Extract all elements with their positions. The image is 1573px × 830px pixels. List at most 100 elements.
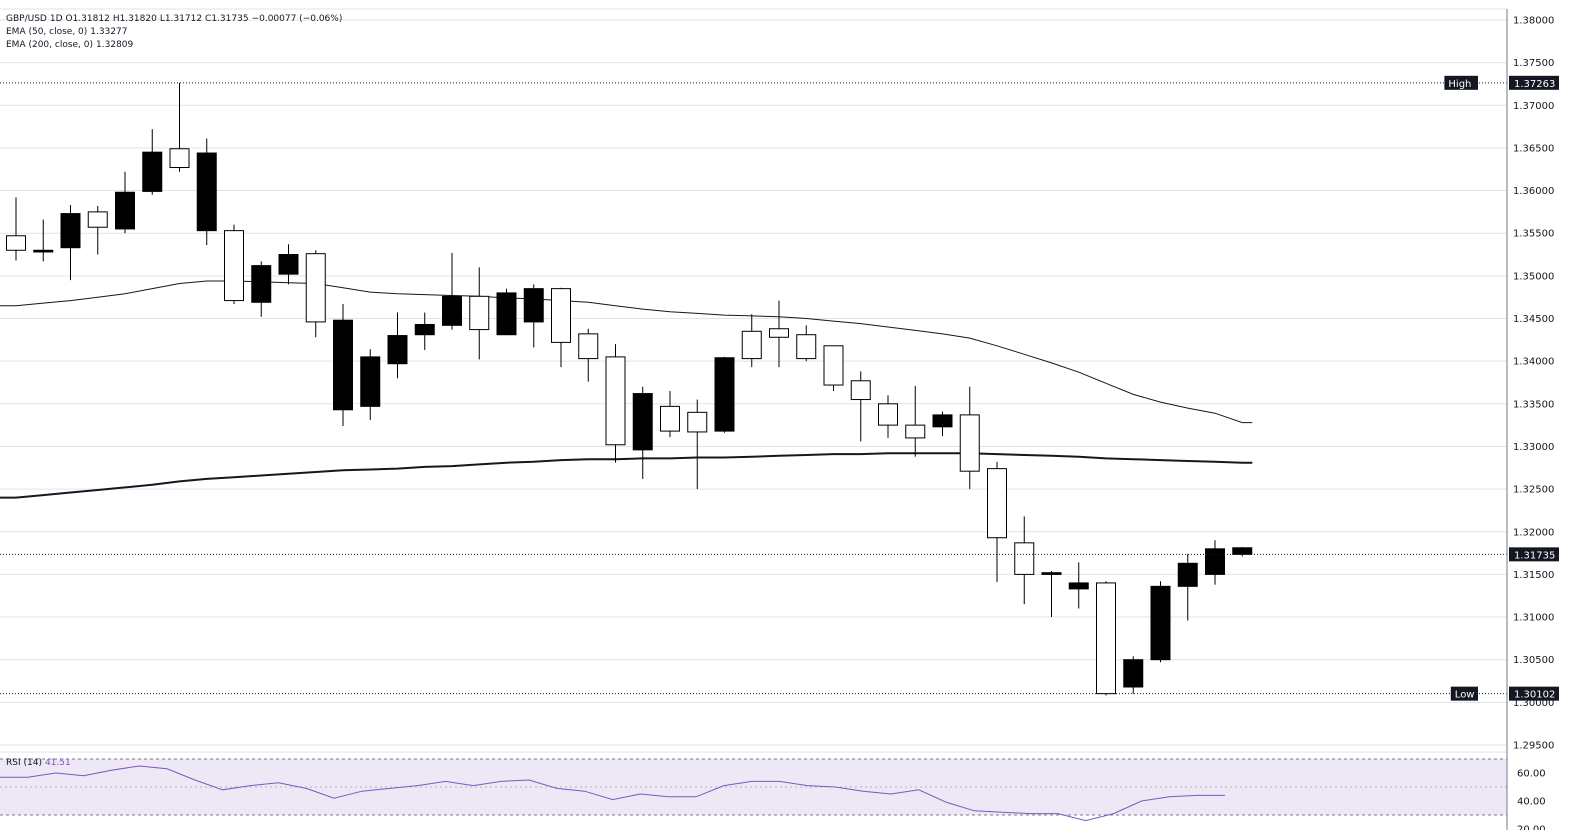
candle: [959, 386, 980, 490]
candle-body-down: [1232, 547, 1253, 555]
rsi-legend[interactable]: RSI (14) 41.51: [6, 758, 71, 768]
price-axis[interactable]: 1.29500 1.30000 1.30500 1.31000 1.31500 1.320…: [1506, 9, 1554, 830]
chart-legend: GBP/USD 1D O1.31812 H1.31820 L1.31712 C1.3173…: [6, 13, 345, 52]
candle-body-up: [987, 468, 1007, 539]
candle-body-up: [224, 230, 244, 302]
candle-body-down: [1150, 585, 1171, 661]
candle: [1014, 516, 1035, 605]
candle-body-down: [632, 393, 653, 451]
candle-body-up: [87, 211, 108, 228]
candle-body-down: [333, 319, 353, 411]
price-tick-label: 1.31000: [1513, 613, 1554, 624]
candle: [632, 386, 653, 479]
candle: [60, 205, 81, 281]
high-marker-label: High 1.37263: [1444, 75, 1559, 90]
rsi-line: [0, 765, 1225, 822]
candle: [1096, 581, 1116, 696]
current-price-marker-label: 1.31735: [1509, 547, 1559, 562]
candle: [414, 312, 435, 351]
price-tick-label: 1.32500: [1513, 485, 1554, 496]
high-marker-value-bg: [1509, 75, 1559, 90]
candle-body-up: [823, 345, 844, 386]
price-tick-label: 1.38000: [1513, 15, 1554, 26]
candle: [932, 411, 953, 437]
price-tick-label: 1.29500: [1513, 741, 1554, 752]
candle-body-up: [605, 356, 626, 446]
price-tick-label: 1.34000: [1513, 357, 1554, 368]
price-tick-label: 1.33500: [1513, 399, 1554, 410]
candle-body-up: [1096, 582, 1116, 695]
low-marker-value-text: 1.30102: [1514, 690, 1555, 701]
low-marker-tag-bg: [1450, 686, 1478, 701]
rsi-value: 41.51: [44, 758, 71, 768]
legend-interval: 1D: [49, 14, 63, 24]
candle-body-up: [1014, 542, 1035, 575]
ema50-value: 1.33277: [90, 27, 128, 37]
rsi-tick-label: 20.00: [1517, 825, 1546, 830]
ema50-legend[interactable]: EMA (50, close, 0) 1.33277: [6, 26, 345, 39]
candle-body-up: [905, 424, 926, 439]
candle: [878, 395, 898, 438]
candle: [496, 288, 517, 336]
candle: [1232, 547, 1253, 557]
candle-body-up: [741, 330, 762, 360]
candle-body-down: [196, 152, 217, 232]
candle: [823, 345, 844, 392]
high-marker-value-text: 1.37263: [1514, 79, 1555, 90]
candle-body-down: [1041, 572, 1062, 575]
candle: [769, 300, 789, 368]
candle-body-up: [769, 328, 789, 338]
low-marker-label: Low 1.30102: [1450, 686, 1559, 701]
ema-lines: [0, 280, 1253, 499]
low-marker-tag-text: Low: [1455, 690, 1475, 701]
legend-change: −0.00077 (−0.06%): [251, 14, 343, 24]
candle: [333, 303, 353, 426]
candle-body-up: [796, 334, 817, 360]
legend-symbol: GBP/USD: [6, 14, 47, 24]
candle: [850, 371, 871, 442]
rsi-tick-label: 40.00: [1517, 797, 1546, 808]
high-marker-tag-text: High: [1448, 79, 1471, 90]
candle: [578, 328, 599, 382]
candle-body-down: [142, 151, 163, 192]
candle-body-down: [714, 357, 735, 432]
candle: [305, 250, 326, 338]
candle: [605, 344, 626, 463]
candle-body-up: [305, 253, 326, 323]
candle: [1177, 553, 1198, 621]
ema200-legend[interactable]: EMA (200, close, 0) 1.32809: [6, 39, 345, 52]
high-marker-tag-bg: [1444, 75, 1478, 90]
candle: [142, 129, 163, 195]
rsi-pane: 60.00 40.00 20.00: [0, 758, 1546, 830]
price-tick-label: 1.35000: [1513, 271, 1554, 282]
candle-body-down: [60, 213, 81, 249]
price-markers: High 1.37263 1.31735 Low 1.30102: [0, 75, 1559, 701]
low-marker-value-bg: [1509, 686, 1559, 701]
legend-open: O1.31812: [65, 14, 110, 24]
candle-body-down: [442, 295, 462, 326]
legend-close: C1.31735: [205, 14, 249, 24]
candle-body-down: [33, 249, 54, 253]
candle: [387, 312, 408, 379]
candle: [1068, 562, 1089, 609]
candle: [6, 197, 26, 261]
candle: [1041, 570, 1062, 618]
candle: [360, 349, 381, 421]
candle-body-up: [169, 148, 190, 169]
price-tick-label: 1.33000: [1513, 442, 1554, 453]
candle-body-down: [1205, 548, 1225, 575]
candle-body-up: [959, 414, 980, 472]
candle: [987, 461, 1007, 583]
candle: [442, 252, 462, 330]
candle: [905, 385, 926, 457]
ema200-value: 1.32809: [96, 40, 134, 50]
price-tick-label: 1.35500: [1513, 229, 1554, 240]
candle: [115, 171, 135, 234]
candle: [551, 287, 571, 368]
grid-lines: [0, 8, 1507, 753]
candles: [6, 82, 1253, 696]
candle-body-down: [414, 323, 435, 336]
ema50-label: EMA (50, close, 0): [6, 27, 88, 37]
candle-body-down: [115, 191, 135, 230]
